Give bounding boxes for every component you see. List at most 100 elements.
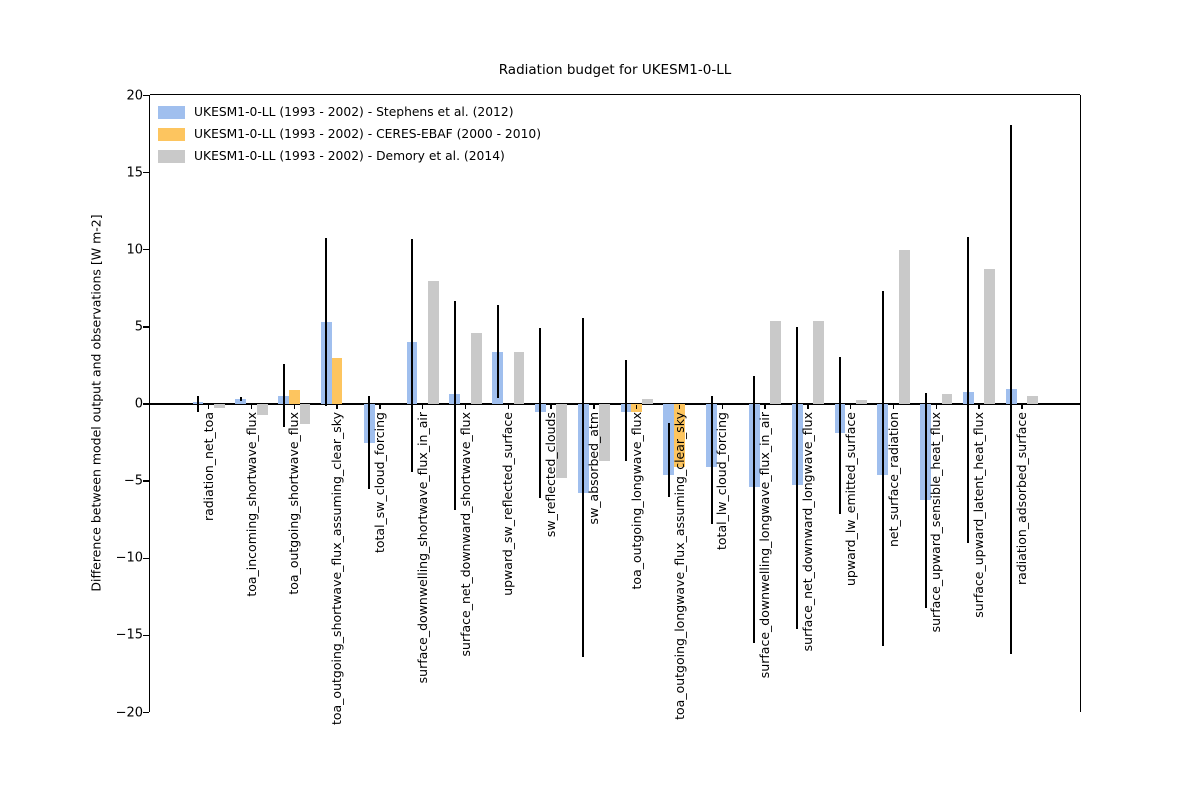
legend-label-stephens: UKESM1-0-LL (1993 - 2002) - Stephens et …	[194, 105, 514, 119]
bar-series0-toa_incoming_shortwave_flux	[235, 399, 247, 404]
error-bar-upward_sw_reflected_surface	[496, 305, 499, 398]
bar-series2-sw_reflected_clouds	[556, 404, 568, 479]
x-tick	[593, 405, 595, 409]
bar-series2-radiation_adsorbed_surface	[1027, 395, 1038, 404]
x-tick	[464, 405, 467, 409]
y-tick	[143, 326, 149, 328]
error-bar-surface_upward_sensible_heat_flux	[924, 393, 927, 608]
bar-series1-toa_outgoing_shortwave_flux_assuming_clear_sky	[331, 357, 343, 404]
x-tick	[293, 405, 295, 409]
bar-series2-surface_net_downward_longwave_flux	[813, 320, 824, 404]
legend-label-ceres: UKESM1-0-LL (1993 - 2002) - CERES-EBAF (…	[194, 127, 542, 141]
legend-swatch-stephens	[158, 105, 185, 119]
error-bar-toa_outgoing_shortwave_flux	[282, 363, 285, 428]
bar-series2-upward_sw_reflected_surface	[513, 352, 525, 404]
x-tick	[208, 405, 210, 409]
y-tick-label: −10	[115, 550, 143, 566]
y-tick	[143, 249, 149, 251]
x-tick-label: surface_downwelling_longwave_flux_in_air	[757, 412, 773, 679]
x-tick	[550, 405, 552, 409]
legend-item: UKESM1-0-LL (1993 - 2002) - Stephens et …	[158, 101, 541, 123]
legend-label-demory: UKESM1-0-LL (1993 - 2002) - Demory et al…	[194, 149, 505, 163]
legend-item: UKESM1-0-LL (1993 - 2002) - CERES-EBAF (…	[158, 123, 541, 145]
x-tick-label: surface_upward_latent_heat_flux	[971, 412, 987, 618]
x-tick-label: net_surface_radiation	[885, 412, 901, 548]
y-tick-label: −20	[115, 705, 143, 720]
bar-series2-toa_outgoing_longwave_flux	[642, 399, 653, 404]
chart-title: Radiation budget for UKESM1-0-LL	[498, 62, 732, 78]
x-tick	[892, 405, 895, 409]
error-bar-surface_net_downward_longwave_flux	[796, 326, 799, 630]
x-tick	[250, 405, 253, 409]
error-bar-surface_downwelling_shortwave_flux_in_air	[411, 238, 413, 472]
x-tick-label: surface_downwelling_shortwave_flux_in_ai…	[414, 412, 430, 684]
x-tick	[336, 405, 338, 409]
error-bar-toa_outgoing_shortwave_flux_assuming_clear_sky	[325, 238, 328, 406]
left-axis-spine	[149, 95, 151, 712]
x-tick-label: total_sw_cloud_forcing	[371, 412, 387, 554]
x-tick	[422, 405, 424, 409]
x-tick	[507, 405, 509, 409]
y-tick-label: 10	[126, 242, 143, 258]
x-tick-label: sw_absorbed_atm	[585, 412, 601, 525]
error-bar-sw_reflected_clouds	[539, 327, 542, 499]
y-tick	[143, 94, 149, 97]
bar-series2-toa_incoming_shortwave_flux	[256, 404, 268, 415]
y-tick-label: −15	[115, 627, 143, 643]
x-tick	[764, 405, 766, 409]
legend-swatch-ceres	[158, 127, 185, 141]
error-bar-surface_net_downward_shortwave_flux	[453, 301, 456, 511]
error-bar-radiation_net_toa	[197, 395, 199, 413]
error-bar-net_surface_radiation	[881, 291, 884, 647]
x-tick	[850, 405, 852, 409]
plot-area: 20 15 10 5 0 −5 −10 −15 −20 radiation_net_toa toa_…	[116, 88, 1081, 725]
x-tick-label: total_lw_cloud_forcing	[714, 412, 730, 550]
error-bar-radiation_adsorbed_surface	[1010, 124, 1013, 654]
y-tick	[143, 403, 149, 405]
error-bar-upward_lw_emitted_surface	[839, 356, 841, 514]
x-tick-label: surface_net_downward_shortwave_flux	[457, 412, 473, 657]
y-tick	[143, 711, 149, 714]
y-tick-label: −5	[123, 473, 143, 489]
bar-series1-toa_outgoing_longwave_flux_assuming_clear_sky	[674, 404, 685, 468]
error-bar-toa_outgoing_longwave_flux	[625, 360, 627, 462]
y-tick-label: 5	[134, 319, 143, 335]
y-tick-label: 15	[126, 165, 143, 181]
x-tick-label: sw_reflected_clouds	[543, 412, 559, 538]
x-tick	[978, 405, 980, 409]
y-tick-label: 0	[134, 396, 143, 412]
x-tick	[935, 405, 937, 409]
x-tick-label: surface_upward_sensible_heat_flux	[928, 412, 944, 633]
bar-series2-sw_absorbed_atm	[599, 404, 610, 462]
x-tick	[721, 405, 723, 409]
bar-series2-surface_downwelling_shortwave_flux_in_air	[428, 280, 439, 404]
legend: UKESM1-0-LL (1993 - 2002) - Stephens et …	[158, 101, 541, 167]
x-tick	[379, 405, 381, 409]
legend-swatch-demory	[158, 149, 185, 163]
bar-series2-toa_outgoing_shortwave_flux	[299, 404, 311, 425]
x-tick-label: surface_net_downward_longwave_flux	[799, 412, 815, 652]
x-tick	[807, 405, 809, 409]
right-axis-spine	[1079, 95, 1081, 712]
x-tick-label: toa_incoming_shortwave_flux	[243, 412, 259, 597]
x-tick	[1021, 405, 1023, 409]
bar-series2-surface_upward_sensible_heat_flux	[941, 393, 953, 404]
x-tick-label: radiation_adsorbed_surface	[1013, 412, 1029, 585]
y-tick-label: 20	[126, 88, 143, 103]
y-tick	[143, 171, 149, 174]
bar-series2-surface_net_downward_shortwave_flux	[470, 333, 482, 404]
error-bar-surface_upward_latent_heat_flux	[967, 237, 970, 543]
x-tick-label: upward_lw_emitted_surface	[842, 412, 858, 587]
y-tick	[143, 634, 149, 637]
bar-series2-surface_upward_latent_heat_flux	[984, 269, 996, 404]
error-bar-toa_incoming_shortwave_flux	[239, 397, 242, 401]
x-tick-label: upward_sw_reflected_surface	[500, 412, 516, 596]
bar-series2-surface_downwelling_longwave_flux_in_air	[770, 320, 782, 404]
error-bar-total_sw_cloud_forcing	[368, 396, 371, 489]
y-tick	[143, 480, 149, 482]
x-axis-zero-line	[150, 403, 1080, 405]
y-tick	[143, 557, 149, 559]
legend-item: UKESM1-0-LL (1993 - 2002) - Demory et al…	[158, 145, 541, 167]
x-tick-label: toa_outgoing_longwave_flux_assuming_clea…	[671, 412, 687, 720]
